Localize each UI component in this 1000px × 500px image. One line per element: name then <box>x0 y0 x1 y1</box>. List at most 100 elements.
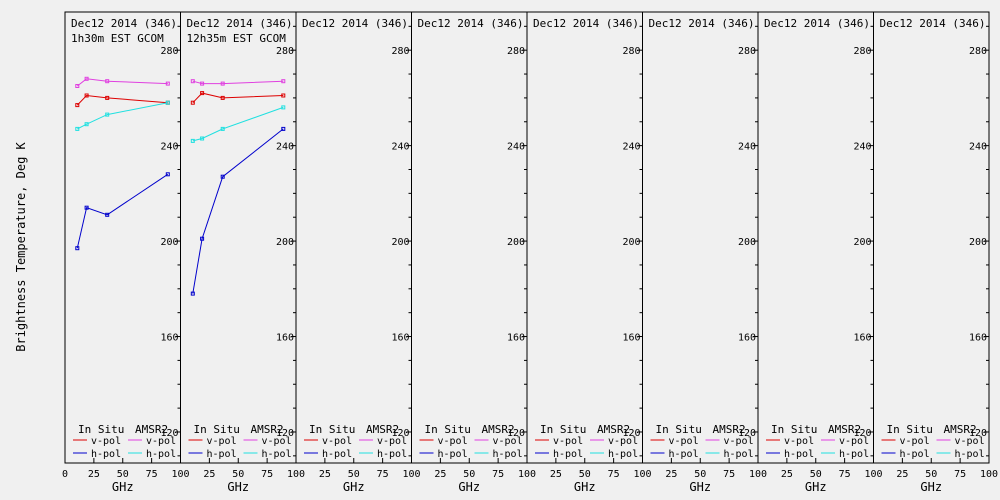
legend-amsr2-header: AMSR2 <box>366 423 399 436</box>
data-point <box>281 105 286 110</box>
y-tick-label: 280 <box>738 46 756 57</box>
legend-amsr2-header: AMSR2 <box>135 423 168 436</box>
data-point <box>84 205 89 210</box>
legend-amsr2-header: AMSR2 <box>482 423 515 436</box>
y-tick-label: 160 <box>391 333 409 344</box>
data-point <box>105 95 110 100</box>
data-point <box>75 103 80 108</box>
legend-label-in-situ-v_pol: v-pol <box>553 436 583 447</box>
y-tick-label: 120 <box>969 428 987 439</box>
data-point <box>75 126 80 131</box>
y-tick-label: 200 <box>738 237 756 248</box>
legend-label-in-situ-h_pol: h-pol <box>322 449 352 460</box>
panel-title: Dec12 2014 (346) <box>71 17 177 30</box>
x-tick-label: 25 <box>88 469 100 480</box>
series-line <box>192 92 284 104</box>
y-tick-label: 200 <box>276 237 294 248</box>
y-tick-label: 280 <box>276 46 294 57</box>
x-tick-label: 75 <box>839 469 851 480</box>
x-tick-label: 75 <box>492 469 504 480</box>
y-tick-label: 120 <box>738 428 756 439</box>
x-tick-label: 75 <box>377 469 389 480</box>
data-point <box>84 76 89 81</box>
y-tick-label: 120 <box>276 428 294 439</box>
x-tick-label: 50 <box>810 469 822 480</box>
data-point <box>165 100 170 105</box>
x-tick-label: 50 <box>117 469 129 480</box>
series-line <box>76 94 168 106</box>
data-point <box>200 236 205 241</box>
legend-label-amsr2-h_pol: h-pol <box>493 449 523 460</box>
y-tick-label: 200 <box>391 237 409 248</box>
data-point <box>220 95 225 100</box>
panel-subtitle: 1h30m EST GCOM <box>71 32 164 45</box>
data-point <box>190 138 195 143</box>
data-point <box>220 174 225 179</box>
legend-label-in-situ-v_pol: v-pol <box>669 436 699 447</box>
legend-label-in-situ-h_pol: h-pol <box>900 449 930 460</box>
y-tick-label: 280 <box>391 46 409 57</box>
x-tick-label: 25 <box>203 469 215 480</box>
y-tick-label: 160 <box>969 333 987 344</box>
x-axis-label: GHz <box>343 480 365 494</box>
data-point <box>220 126 225 131</box>
legend-label-in-situ-v_pol: v-pol <box>900 436 930 447</box>
legend-label-in-situ-h_pol: h-pol <box>784 449 814 460</box>
y-tick-label: 240 <box>391 142 409 153</box>
x-tick-label: 50 <box>232 469 244 480</box>
legend-label-amsr2-h_pol: h-pol <box>377 449 407 460</box>
y-tick-label: 200 <box>507 237 525 248</box>
data-point <box>105 112 110 117</box>
y-tick-label: 160 <box>507 333 525 344</box>
y-tick-label: 120 <box>507 428 525 439</box>
x-tick-label: 50 <box>579 469 591 480</box>
y-tick-label: 280 <box>853 46 871 57</box>
legend-in-situ-header: In Situ <box>309 423 355 436</box>
panel-3: Dec12 2014 (346) 120 160 200 240 280 25 50 75 100… <box>295 11 421 494</box>
data-point <box>200 91 205 96</box>
x-axis-label: GHz <box>227 480 249 494</box>
y-tick-label: 240 <box>969 142 987 153</box>
x-tick-label: 50 <box>348 469 360 480</box>
x-axis-label: GHz <box>458 480 480 494</box>
x-tick-label: 100 <box>749 469 767 480</box>
y-tick-label: 280 <box>507 46 525 57</box>
data-point <box>165 81 170 86</box>
series-line <box>76 78 168 87</box>
data-point <box>165 172 170 177</box>
y-tick-label: 120 <box>622 428 640 439</box>
panel-2: Dec12 2014 (346) 12h35m EST GCOM 120 160 200… <box>180 11 305 494</box>
legend-label-amsr2-v_pol: v-pol <box>262 436 292 447</box>
legend-label-in-situ-h_pol: h-pol <box>207 449 237 460</box>
x-axis-label: GHz <box>112 480 134 494</box>
data-point <box>190 79 195 84</box>
y-tick-label: 160 <box>276 333 294 344</box>
x-tick-label: 25 <box>781 469 793 480</box>
y-tick-label: 240 <box>160 142 178 153</box>
x-tick-label: 100 <box>864 469 882 480</box>
x-tick-label: 25 <box>319 469 331 480</box>
panel-5: Dec12 2014 (346) 120 160 200 240 280 25 50 75 100… <box>526 11 652 494</box>
panel-title: Dec12 2014 (346) <box>418 17 524 30</box>
legend-in-situ-header: In Situ <box>540 423 586 436</box>
legend-amsr2-header: AMSR2 <box>828 423 861 436</box>
x-tick-label: 75 <box>954 469 966 480</box>
legend-label-in-situ-v_pol: v-pol <box>438 436 468 447</box>
y-tick-label: 240 <box>276 142 294 153</box>
y-tick-label: 200 <box>160 237 178 248</box>
panel-title: Dec12 2014 (346) <box>880 17 986 30</box>
x-tick-label: 25 <box>550 469 562 480</box>
legend-label-in-situ-v_pol: v-pol <box>91 436 121 447</box>
data-point <box>105 212 110 217</box>
legend-label-amsr2-h_pol: h-pol <box>724 449 754 460</box>
y-tick-label: 160 <box>853 333 871 344</box>
legend-amsr2-header: AMSR2 <box>713 423 746 436</box>
data-point <box>200 136 205 141</box>
x-axis-label: GHz <box>805 480 827 494</box>
data-point <box>281 79 286 84</box>
legend-in-situ-header: In Situ <box>425 423 471 436</box>
x-tick-label: 25 <box>665 469 677 480</box>
